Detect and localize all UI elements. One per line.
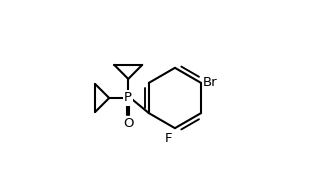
Text: O: O xyxy=(123,117,133,130)
Text: P: P xyxy=(124,92,132,104)
Text: F: F xyxy=(164,132,172,145)
Text: Br: Br xyxy=(203,76,217,89)
